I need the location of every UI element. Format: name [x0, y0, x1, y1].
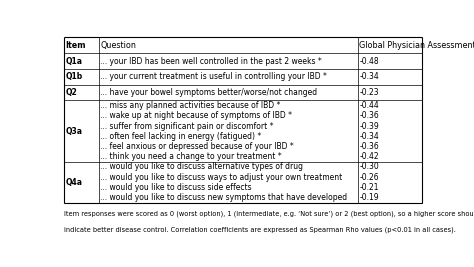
Text: ... would you like to discuss side effects: ... would you like to discuss side effec… [100, 183, 252, 192]
Text: -0.34: -0.34 [359, 72, 379, 81]
Text: Item: Item [65, 41, 86, 50]
Text: ... would you like to discuss ways to adjust your own treatment: ... would you like to discuss ways to ad… [100, 173, 342, 182]
Text: -0.48: -0.48 [359, 57, 379, 66]
Text: Q2: Q2 [65, 88, 77, 97]
Text: ... would you like to discuss alternative types of drug: ... would you like to discuss alternativ… [100, 162, 303, 171]
Text: ... suffer from significant pain or discomfort *: ... suffer from significant pain or disc… [100, 121, 273, 131]
Text: Q1b: Q1b [65, 72, 82, 81]
Text: -0.42: -0.42 [359, 152, 379, 161]
Text: Q1a: Q1a [65, 57, 82, 66]
Text: -0.36: -0.36 [359, 111, 379, 120]
Text: Q4a: Q4a [65, 178, 82, 187]
Text: -0.19: -0.19 [359, 193, 379, 202]
Text: Item responses were scored as 0 (worst option), 1 (intermediate, e.g. ‘Not sure’: Item responses were scored as 0 (worst o… [64, 211, 474, 217]
Text: -0.44: -0.44 [359, 101, 379, 110]
Text: -0.21: -0.21 [359, 183, 379, 192]
Text: ... have your bowel symptoms better/worse/not changed: ... have your bowel symptoms better/wors… [100, 88, 317, 97]
Text: ... your current treatment is useful in controlling your IBD *: ... your current treatment is useful in … [100, 72, 327, 81]
Text: Q3a: Q3a [65, 127, 82, 136]
Text: ... would you like to discuss new symptoms that have developed: ... would you like to discuss new sympto… [100, 193, 347, 202]
Text: -0.30: -0.30 [359, 162, 379, 171]
Text: ... wake up at night because of symptoms of IBD *: ... wake up at night because of symptoms… [100, 111, 292, 120]
Text: ... feel anxious or depressed because of your IBD *: ... feel anxious or depressed because of… [100, 142, 294, 151]
Text: ... miss any planned activities because of IBD *: ... miss any planned activities because … [100, 101, 281, 110]
Text: Question: Question [100, 41, 136, 50]
Text: ... your IBD has been well controlled in the past 2 weeks *: ... your IBD has been well controlled in… [100, 57, 322, 66]
Text: ... often feel lacking in energy (fatigued) *: ... often feel lacking in energy (fatigu… [100, 132, 261, 141]
Text: Global Physician Assessment: Global Physician Assessment [359, 41, 474, 50]
Text: -0.34: -0.34 [359, 132, 379, 141]
Text: -0.39: -0.39 [359, 121, 379, 131]
Text: ... think you need a change to your treatment *: ... think you need a change to your trea… [100, 152, 282, 161]
Text: -0.36: -0.36 [359, 142, 379, 151]
Text: -0.26: -0.26 [359, 173, 379, 182]
Text: -0.23: -0.23 [359, 88, 379, 97]
Text: indicate better disease control. Correlation coefficients are expressed as Spear: indicate better disease control. Correla… [64, 226, 456, 233]
